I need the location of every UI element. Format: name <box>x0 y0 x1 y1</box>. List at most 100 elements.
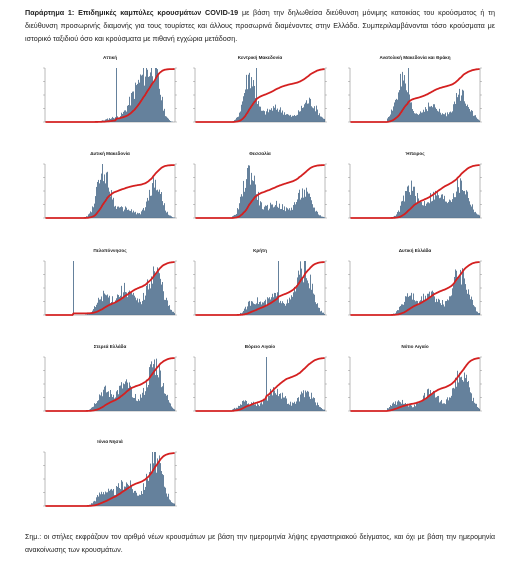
bar <box>248 301 249 315</box>
bar <box>167 211 168 218</box>
bar <box>121 285 122 315</box>
bar <box>449 199 450 218</box>
bar <box>290 210 291 218</box>
bar <box>463 191 464 218</box>
bar <box>256 194 257 218</box>
bar <box>273 297 274 315</box>
bar <box>469 294 470 315</box>
bar <box>324 314 325 315</box>
bar <box>151 68 152 122</box>
bar <box>97 302 98 315</box>
bar <box>109 396 110 411</box>
bar <box>246 74 247 122</box>
bar <box>107 294 108 315</box>
bar <box>271 204 272 218</box>
bar <box>416 300 417 315</box>
bar <box>119 117 120 122</box>
bar <box>400 73 401 122</box>
bar <box>169 402 170 411</box>
bar <box>119 207 120 218</box>
bar <box>137 212 138 218</box>
bar <box>120 207 121 218</box>
cumulative-line <box>350 261 480 316</box>
bar <box>152 283 153 315</box>
bar <box>97 495 98 506</box>
epidemic-curve-chart <box>348 163 482 219</box>
panel-title: Θεσσαλία <box>249 151 271 156</box>
bar <box>129 210 130 218</box>
bar <box>266 111 267 122</box>
bar <box>148 480 149 506</box>
bar <box>145 391 146 411</box>
bar <box>161 284 162 315</box>
bar <box>131 484 132 506</box>
bar <box>423 109 424 122</box>
bar <box>298 397 299 411</box>
bar <box>455 269 456 315</box>
bar <box>116 298 117 315</box>
bar <box>414 300 415 315</box>
bar <box>112 116 113 122</box>
bar <box>426 109 427 122</box>
bar <box>456 191 457 218</box>
bar <box>297 277 298 315</box>
bar <box>248 403 249 411</box>
bar <box>296 202 297 218</box>
bar <box>433 390 434 411</box>
bar <box>464 278 465 315</box>
bar <box>127 210 128 218</box>
bar <box>154 271 155 315</box>
bar <box>313 108 314 122</box>
bar <box>166 116 167 122</box>
bar <box>462 190 463 218</box>
bar <box>99 394 100 411</box>
bar <box>259 106 260 122</box>
bar <box>443 304 444 315</box>
bar <box>310 274 311 315</box>
bar <box>468 289 469 315</box>
bar <box>153 177 154 218</box>
bar <box>285 211 286 218</box>
bar <box>472 299 473 315</box>
bar <box>448 114 449 122</box>
bar <box>397 401 398 411</box>
bar <box>449 296 450 315</box>
bar <box>300 111 301 122</box>
panel-north-aegean: Βόρειο Αιγαίο <box>185 344 335 419</box>
bar <box>320 407 321 411</box>
bar <box>270 202 271 218</box>
bar <box>469 201 470 218</box>
bar <box>323 216 324 218</box>
bar <box>426 298 427 315</box>
bar <box>475 211 476 218</box>
bar <box>91 212 92 218</box>
bar <box>267 108 268 122</box>
bar <box>308 193 309 218</box>
bar <box>451 395 452 411</box>
bar <box>130 210 131 218</box>
bar <box>146 285 147 315</box>
bar <box>129 488 130 506</box>
bar <box>425 295 426 315</box>
panel-title: Βόρειο Αιγαίο <box>244 344 276 349</box>
bar <box>158 461 159 506</box>
bar <box>93 501 94 506</box>
bar <box>300 394 301 411</box>
bar <box>399 90 400 122</box>
bar <box>265 397 266 411</box>
bar <box>324 409 325 411</box>
bar <box>131 93 132 122</box>
bar <box>259 406 260 411</box>
bar <box>243 96 244 122</box>
bar <box>247 167 248 218</box>
bar <box>400 305 401 315</box>
bar <box>112 296 113 315</box>
bar <box>103 290 104 315</box>
bar <box>282 392 283 411</box>
bar <box>442 300 443 315</box>
bar <box>320 116 321 122</box>
bar <box>258 191 259 218</box>
bar <box>441 114 442 122</box>
bar <box>155 179 156 218</box>
bar <box>457 179 458 218</box>
